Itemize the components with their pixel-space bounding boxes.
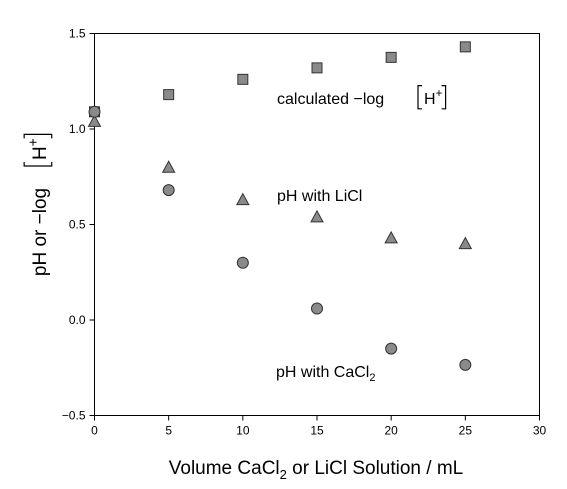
- ylabel-term-open-bracket: [23, 162, 53, 167]
- data-point-triangle: [384, 230, 399, 244]
- data-point-circle: [236, 256, 249, 269]
- data-point-square: [311, 62, 323, 74]
- y-axis-title: pH or −log: [30, 188, 51, 276]
- x-tick-label: 10: [236, 424, 250, 438]
- data-point-square: [459, 41, 471, 53]
- x-tick-label: 25: [459, 424, 473, 438]
- y-tick-label: 0.0: [69, 313, 86, 327]
- calc-term-close-bracket: [441, 85, 447, 110]
- ylabel-term-ion-charge: +: [25, 138, 40, 146]
- data-point-square: [163, 89, 175, 101]
- data-point-circle: [459, 358, 472, 371]
- annotation-calculated-prefix: calculated −log: [277, 91, 384, 108]
- data-point-circle: [385, 342, 398, 355]
- annotation-cacl2: pH with CaCl2: [276, 364, 375, 384]
- annotation-cacl2-subscript: 2: [369, 372, 375, 384]
- data-point-circle: [88, 105, 101, 118]
- calc-term-ion-symbol: H: [424, 91, 436, 108]
- x-axis-title-prefix: Volume CaCl: [169, 458, 280, 479]
- y-tick-label: 0.5: [69, 218, 86, 232]
- y-tick-label: 1.5: [69, 27, 86, 41]
- x-tick-label: 5: [165, 424, 172, 438]
- data-points: [87, 41, 473, 371]
- data-point-circle: [311, 302, 323, 315]
- y-axis-title-bracket-term: H+: [23, 133, 53, 167]
- annotation-licl-text: pH with LiCl: [277, 188, 362, 205]
- x-axis-title: Volume CaCl2 or LiCl Solution / mL: [169, 458, 463, 482]
- x-tick-label: 30: [533, 424, 547, 438]
- calc-term-open-bracket: [417, 85, 422, 110]
- y-axis-title-prefix: pH or −log: [30, 188, 51, 276]
- annotation-calculated: calculated −log H+: [277, 85, 447, 110]
- y-tick-label: 1.0: [69, 122, 86, 136]
- annotation-licl: pH with LiCl: [277, 188, 362, 205]
- ylabel-term-ion: H+: [25, 138, 51, 160]
- ylabel-term-close-bracket: [23, 133, 53, 139]
- ylabel-term-ion-symbol: H: [30, 146, 51, 160]
- data-point-circle: [162, 184, 175, 197]
- x-tick-label: 20: [384, 424, 398, 438]
- svg-text:calculated −log: calculated −log: [277, 91, 384, 108]
- annotation-cacl2-prefix: pH with CaCl: [276, 364, 369, 381]
- data-point-square: [237, 73, 249, 85]
- calc-term-ion: H+: [424, 88, 443, 108]
- data-point-triangle: [235, 192, 250, 206]
- calc-term-ion-charge: +: [436, 88, 443, 100]
- ticks: 0 5 10 15 20 25 30 −0.5 0.0 0.5 1.0 1.5: [62, 27, 547, 438]
- y-tick-label: −0.5: [62, 409, 86, 423]
- annotation-calculated-bracket-term: H+: [417, 85, 447, 110]
- x-tick-label: 15: [310, 424, 324, 438]
- x-tick-label: 0: [91, 424, 98, 438]
- data-point-square: [385, 51, 397, 63]
- data-point-triangle: [310, 209, 324, 223]
- data-point-triangle: [161, 160, 176, 173]
- data-point-triangle: [458, 236, 473, 250]
- data-point-triangle: [87, 114, 102, 127]
- svg-text:pH or −log: pH or −log: [30, 188, 51, 276]
- x-axis-title-suffix: or LiCl Solution / mL: [287, 458, 463, 479]
- x-axis-title-subscript: 2: [280, 467, 287, 482]
